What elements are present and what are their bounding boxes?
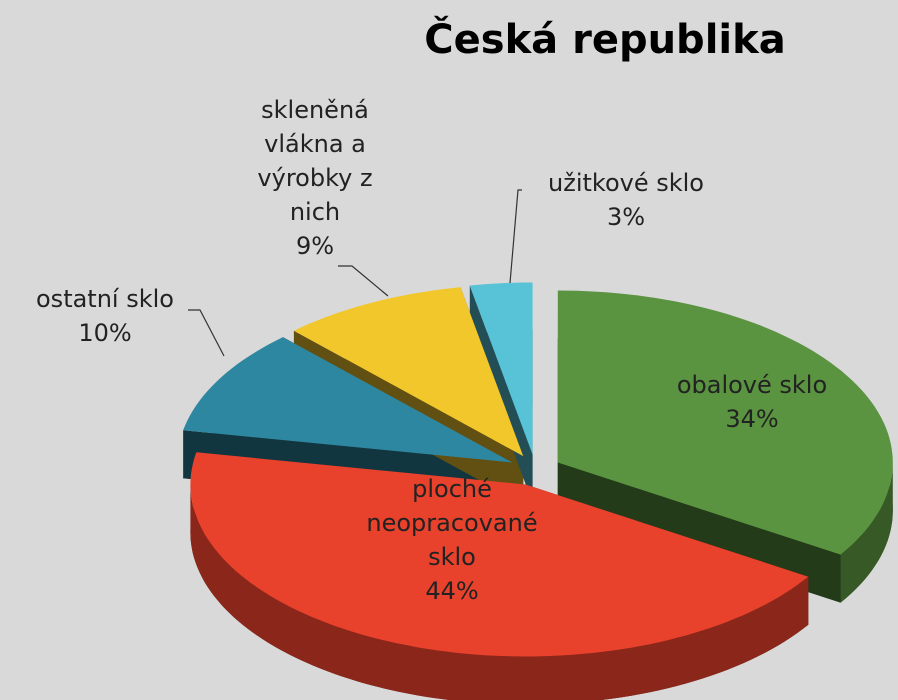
slice — [190, 452, 809, 657]
leader-line — [338, 265, 389, 297]
slice — [469, 282, 533, 455]
slice-wall — [840, 462, 893, 603]
slice — [293, 287, 524, 457]
category-label: skleněná vlákna a výrobky z nich — [257, 96, 373, 226]
data-label: užitkové sklo 3% — [511, 166, 741, 234]
value-label: 3% — [606, 203, 646, 231]
leader-line — [188, 309, 225, 357]
data-label: ostatní sklo 10% — [5, 282, 205, 350]
slice — [183, 337, 513, 463]
slice-wall — [190, 484, 809, 700]
category-label: užitkové sklo — [548, 169, 704, 197]
data-label: ploché neopracované sklo 44% — [357, 472, 547, 608]
leader-line — [509, 189, 522, 284]
category-label: ostatní sklo — [36, 285, 174, 313]
value-label: 44% — [425, 577, 479, 605]
pie-tops — [183, 282, 893, 657]
category-label: ploché neopracované sklo — [366, 475, 538, 571]
slice — [557, 290, 893, 555]
value-label: 34% — [725, 405, 779, 433]
category-label: obalové sklo — [676, 371, 828, 399]
value-label: 10% — [78, 319, 132, 347]
data-label: skleněná vlákna a výrobky z nich 9% — [235, 93, 395, 263]
value-label: 9% — [295, 232, 335, 260]
data-label: obalové sklo 34% — [642, 368, 862, 436]
chart-title: Česká republika — [424, 17, 786, 63]
